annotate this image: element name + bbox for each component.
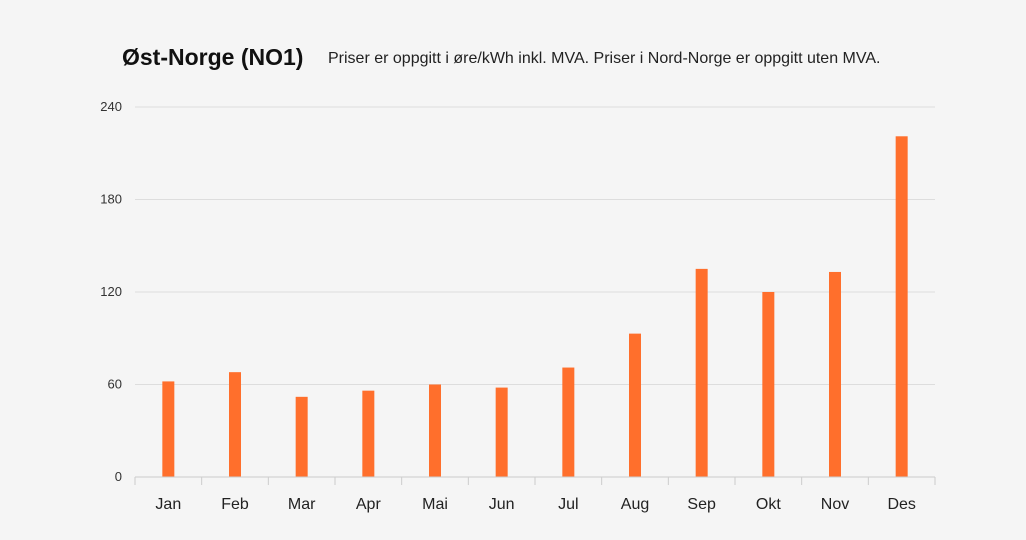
bar-des [895,136,908,477]
x-tick-label: Mai [422,496,448,513]
y-tick-label: 120 [100,284,122,299]
y-tick-label: 0 [115,469,122,484]
x-tick-label: Apr [356,496,382,513]
chart-subtitle: Priser er oppgitt i øre/kWh inkl. MVA. P… [328,50,881,67]
x-tick-label: Jun [489,496,515,513]
x-tick-label: Jul [558,496,578,513]
bar-okt [762,292,775,477]
bar-nov [829,271,841,477]
y-tick-label: 240 [100,99,122,114]
bar-jul [562,367,575,477]
bar-feb [229,372,241,477]
x-tick-label: Jan [155,496,181,513]
x-tick-label: Sep [687,496,716,513]
x-tick-label: Okt [756,496,781,513]
bar-apr [362,390,375,477]
bar-aug [629,333,641,477]
y-tick-label: 180 [100,192,122,207]
x-tick-label: Aug [621,496,649,513]
bars [162,136,908,477]
y-tick-label: 60 [108,377,122,392]
bar-mar [295,396,308,477]
chart-title: Øst-Norge (NO1) [122,44,304,70]
bar-jan [162,381,175,477]
bar-sep [695,268,708,477]
gridlines [135,106,935,385]
x-tick-label: Feb [221,496,249,513]
x-tick-label: Nov [821,496,849,513]
y-axis-ticks: 0 60 120 180 240 [100,99,122,484]
x-tick-label: Mar [288,496,316,513]
x-axis-ticks: Jan Feb Mar Apr Mai Jun Jul Aug Sep Okt Nov Des [155,496,915,513]
bar-mai [429,384,441,477]
x-axis [134,476,936,485]
bar-jun [495,387,508,477]
x-tick-label: Des [887,496,915,513]
